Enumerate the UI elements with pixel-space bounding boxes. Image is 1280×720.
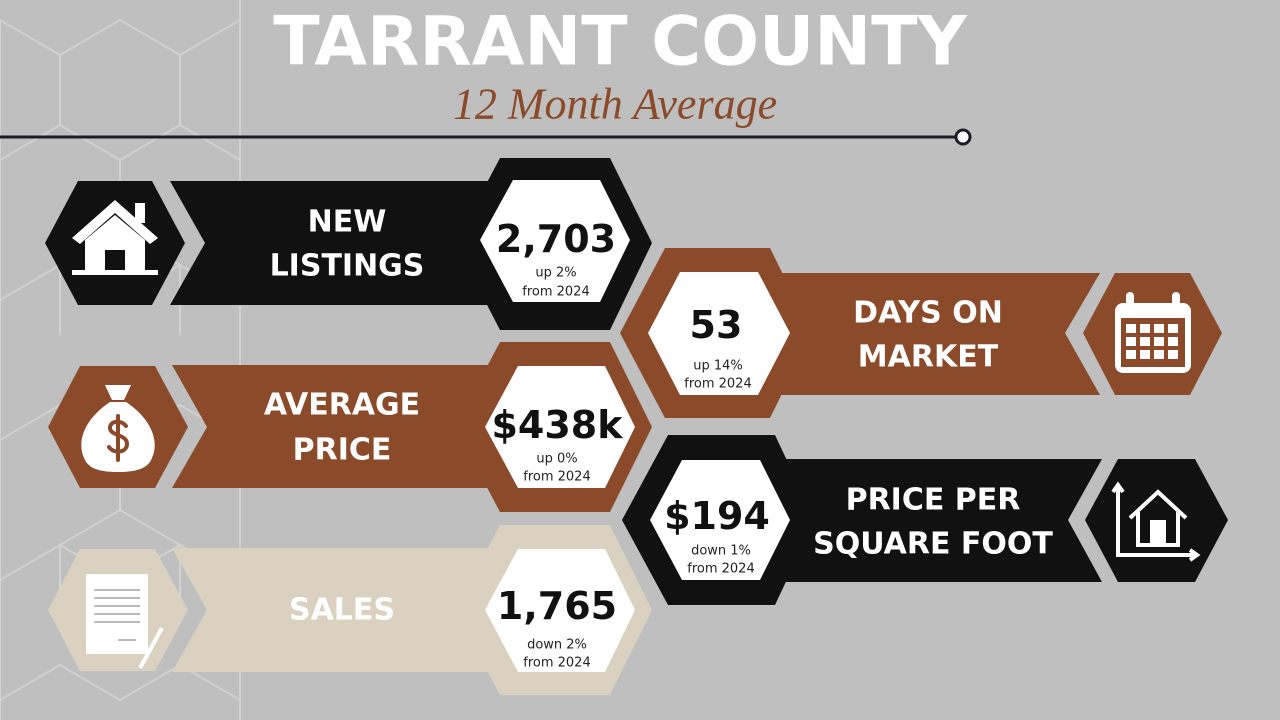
change: down 2% [527,638,587,653]
value-hex [485,366,635,488]
banner [770,459,1102,582]
title: TARRANT COUNTY [273,3,967,82]
value-hex [485,549,635,672]
value-hex [480,180,630,302]
label: AVERAGE [264,388,420,423]
divider-dot [954,128,972,146]
house-icon [72,200,158,275]
subtitle: 12 Month Average [453,80,777,129]
label: SALES [289,593,395,628]
banner [770,273,1100,395]
value: 53 [690,303,743,347]
value: $194 [664,494,770,538]
card-average-price: AVERAGE PRICE $438k up 0% from 2024 [48,342,652,512]
label: MARKET [858,340,999,375]
value-hex [650,460,790,580]
period: from 2024 [523,656,590,671]
period: from 2024 [684,377,751,392]
value: $438k [491,403,623,447]
calendar-icon [1115,292,1191,373]
banner [170,181,500,305]
change: down 1% [691,544,751,559]
period: from 2024 [687,562,754,577]
period: from 2024 [522,285,589,300]
change: up 0% [536,452,577,467]
card-price-per-square-foot: PRICE PER SQUARE FOOT $194 down 1% from … [622,435,1228,605]
chart-house-icon [1111,481,1201,562]
change: up 2% [535,266,576,281]
document-icon [86,574,164,669]
label: PRICE [293,433,392,468]
value: 1,765 [497,584,617,628]
money-bag-icon [81,385,155,472]
label: DAYS ON [853,296,1003,331]
card-sales: SALES 1,765 down 2% from 2024 [48,525,652,695]
card-days-on-market: DAYS ON MARKET 53 up 14% from 2024 [620,248,1222,418]
period: from 2024 [523,470,590,485]
label: PRICE PER [846,483,1021,518]
value: 2,703 [496,217,616,261]
label: NEW [308,205,387,240]
label: LISTINGS [270,249,425,284]
label: SQUARE FOOT [813,527,1053,562]
value-hex [648,272,790,395]
change: up 14% [693,359,743,374]
card-new-listings: NEW LISTINGS 2,703 up 2% from 2024 [45,158,652,330]
banner [172,548,500,672]
banner [172,365,500,488]
